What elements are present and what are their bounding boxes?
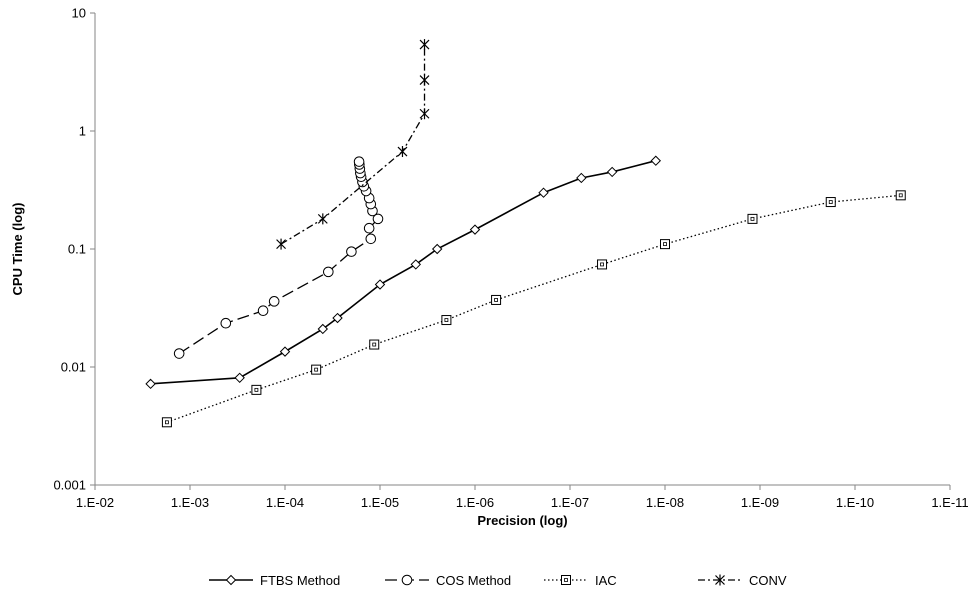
data-point xyxy=(576,172,587,184)
series-iac xyxy=(161,190,906,428)
data-point xyxy=(397,146,408,158)
series-line xyxy=(150,159,656,385)
legend-label: CONV xyxy=(749,573,787,588)
x-tick-label: 1.E-05 xyxy=(361,495,399,510)
data-point xyxy=(419,74,430,86)
y-tick-label: 0.01 xyxy=(61,360,86,375)
legend-marker xyxy=(401,574,413,586)
x-tick-label: 1.E-02 xyxy=(76,495,114,510)
series-layer xyxy=(145,39,906,428)
data-point xyxy=(268,296,280,307)
x-tick-label: 1.E-10 xyxy=(836,495,874,510)
series-line xyxy=(166,194,901,423)
data-point xyxy=(469,224,481,235)
data-point xyxy=(251,384,262,395)
x-tick-label: 1.E-04 xyxy=(266,495,304,510)
data-point xyxy=(369,339,380,350)
data-point xyxy=(220,317,232,329)
x-axis-title: Precision (log) xyxy=(477,513,567,528)
y-tick-label: 10 xyxy=(72,6,86,21)
x-tick-label: 1.E-09 xyxy=(741,495,779,510)
data-point xyxy=(161,417,172,428)
series-ftbs-method xyxy=(145,155,662,390)
x-tick-label: 1.E-06 xyxy=(456,495,494,510)
data-point xyxy=(365,233,377,245)
data-point xyxy=(441,315,452,326)
data-point xyxy=(317,323,329,335)
y-tick-label: 1 xyxy=(79,124,86,139)
data-point xyxy=(317,213,328,225)
axes xyxy=(94,13,950,486)
legend-marker xyxy=(715,574,725,586)
x-tick-label: 1.E-03 xyxy=(171,495,209,510)
x-tick-label: 1.E-08 xyxy=(646,495,684,510)
data-point xyxy=(363,222,375,234)
data-point xyxy=(650,155,662,166)
legend: FTBS Method COS Method IAC CONV xyxy=(209,573,787,588)
data-point xyxy=(419,39,430,51)
y-axis-title: CPU Time (log) xyxy=(10,203,25,296)
data-point xyxy=(419,108,430,120)
data-point xyxy=(257,305,269,316)
data-point xyxy=(538,187,549,198)
legend-item: COS Method xyxy=(385,573,511,588)
data-point xyxy=(323,266,334,278)
data-point xyxy=(332,312,343,324)
legend-item: IAC xyxy=(544,573,617,588)
data-point xyxy=(276,238,286,250)
series-conv xyxy=(276,39,430,250)
data-point xyxy=(279,346,291,357)
x-tick-label: 1.E-07 xyxy=(551,495,589,510)
data-point xyxy=(353,156,365,167)
data-point xyxy=(173,348,185,359)
legend-marker xyxy=(561,575,571,585)
data-point xyxy=(597,259,608,270)
series-line xyxy=(280,44,426,245)
data-point xyxy=(234,372,245,384)
series-line xyxy=(178,161,379,355)
data-point xyxy=(346,246,357,257)
legend-label: IAC xyxy=(595,573,617,588)
data-point xyxy=(747,213,758,224)
data-point xyxy=(311,364,322,375)
legend-label: COS Method xyxy=(436,573,511,588)
data-point xyxy=(660,239,670,250)
legend-item: CONV xyxy=(698,573,787,588)
y-tick-label: 0.001 xyxy=(53,478,86,493)
data-point xyxy=(491,294,502,305)
data-point xyxy=(825,197,836,208)
data-point xyxy=(431,243,443,255)
series-cos-method xyxy=(173,156,384,359)
data-point xyxy=(410,259,421,270)
data-point xyxy=(145,378,156,390)
legend-label: FTBS Method xyxy=(260,573,340,588)
ticks: 1.E-02 1.E-03 1.E-04 1.E-05 1.E-06 1.E-07 1.E-… xyxy=(53,6,968,511)
data-point xyxy=(606,166,618,178)
data-point xyxy=(895,190,906,201)
x-tick-label: 1.E-11 xyxy=(931,495,968,510)
data-point xyxy=(372,213,384,225)
data-point xyxy=(374,279,386,290)
y-tick-label: 0.1 xyxy=(68,242,86,257)
legend-item: FTBS Method xyxy=(209,573,340,588)
legend-marker xyxy=(225,574,237,586)
